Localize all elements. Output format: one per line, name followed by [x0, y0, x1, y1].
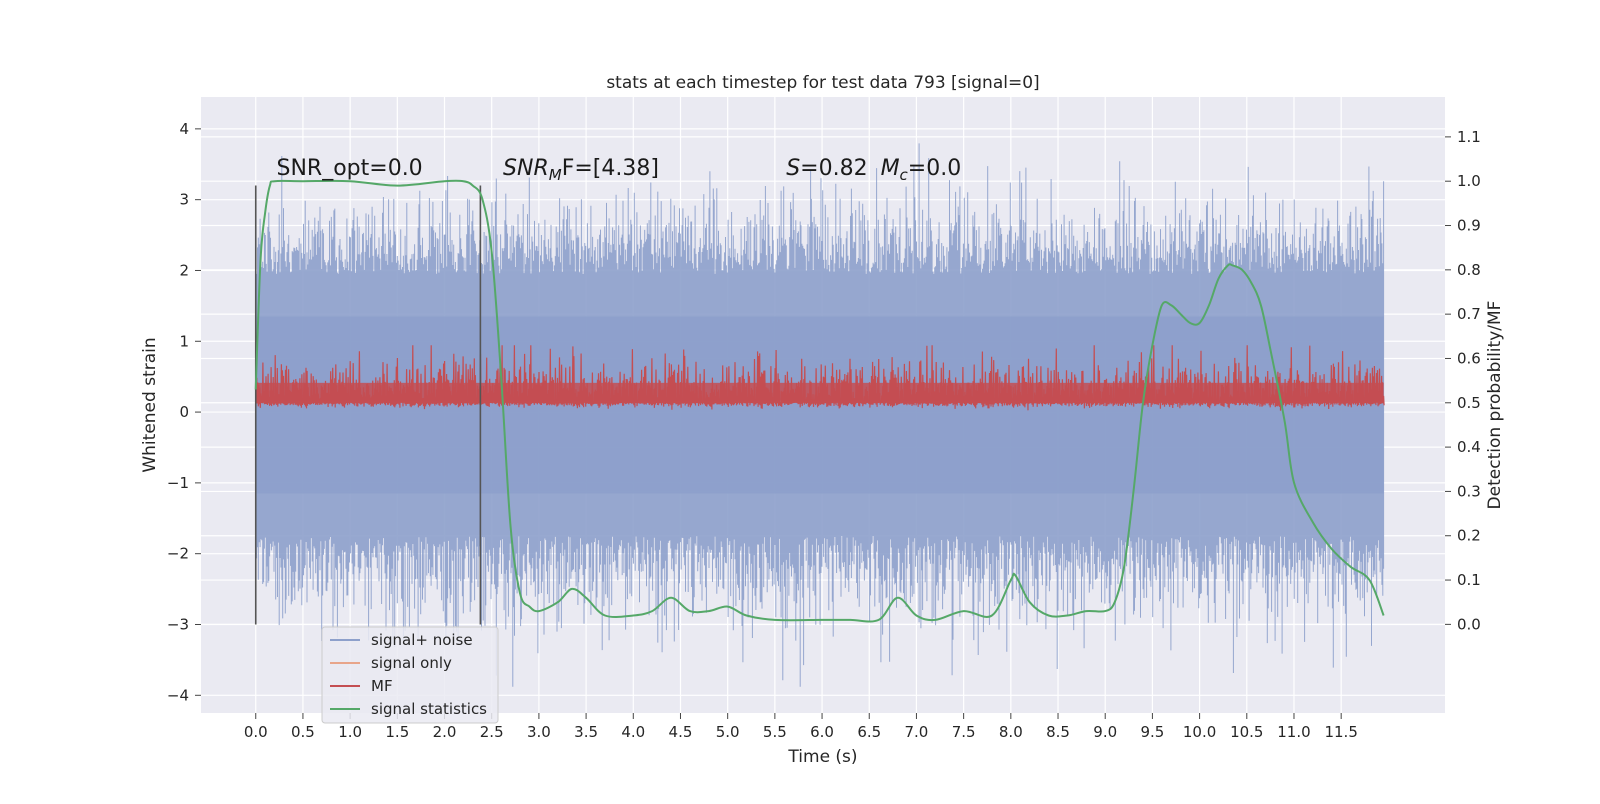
- legend-label-signal-noise: signal+ noise: [371, 631, 473, 649]
- x-tick-label: 0.0: [244, 723, 268, 741]
- x-tick-label: 2.5: [480, 723, 504, 741]
- y-right-tick-label: 0.2: [1457, 527, 1481, 545]
- x-tick-label: 7.5: [952, 723, 976, 741]
- legend-box: [321, 626, 499, 724]
- y-right-tick-label: 0.7: [1457, 305, 1481, 323]
- annotation-mc: Mc=0.0: [881, 156, 962, 184]
- annotation-layer: SNR_opt=0.0 SNRMF=[4.38] S=0.82 Mc=0.0: [277, 156, 962, 184]
- y-right-axis-label: Detection probability/MF: [1485, 301, 1505, 510]
- x-tick-label: 8.5: [1046, 723, 1070, 741]
- x-tick-label: 4.5: [669, 723, 693, 741]
- legend-label-signal-statistics: signal statistics: [371, 700, 487, 718]
- legend: signal+ noise signal only MF signal stat…: [321, 626, 499, 724]
- axis-layer: 0.0 0.5 1.0 1.5 2.0 2.5 3.0 3.5 4.0 4.5 5.0 5.5 6.0 6…: [167, 120, 1481, 741]
- x-tick-label: 3.5: [574, 723, 598, 741]
- annotation-snr-mf: SNRMF=[4.38]: [503, 156, 659, 184]
- y-tick-label: −4: [167, 686, 189, 704]
- y-right-tick-label: 0.5: [1457, 394, 1481, 412]
- y-tick-label: −2: [167, 545, 189, 563]
- y-tick-label: 4: [179, 120, 189, 138]
- annotation-s: S=0.82: [786, 156, 867, 181]
- x-tick-label: 9.0: [1093, 723, 1117, 741]
- y-right-tick-label: 0.9: [1457, 217, 1481, 235]
- x-tick-label: 6.5: [857, 723, 881, 741]
- y-tick-label: 3: [179, 191, 189, 209]
- x-tick-label: 5.5: [763, 723, 787, 741]
- series-mf-core: [255, 382, 1384, 401]
- legend-label-signal-only: signal only: [371, 654, 452, 672]
- chart-title: stats at each timestep for test data 793…: [606, 73, 1039, 93]
- x-tick-label: 0.5: [291, 723, 315, 741]
- x-tick-label: 1.0: [338, 723, 362, 741]
- y-right-tick-label: 0.3: [1457, 482, 1481, 500]
- x-tick-label: 6.0: [810, 723, 834, 741]
- series-signal-statistics: [254, 179, 1385, 623]
- y-right-tick-label: 0.1: [1457, 571, 1481, 589]
- x-tick-label: 1.5: [385, 723, 409, 741]
- legend-label-mf: MF: [371, 677, 393, 695]
- y-tick-label: −3: [167, 615, 189, 633]
- x-tick-label: 9.5: [1140, 723, 1164, 741]
- y-right-tick-label: 0.8: [1457, 261, 1481, 279]
- x-axis-label: Time (s): [787, 747, 857, 767]
- y-right-tick-label: 1.1: [1457, 128, 1481, 146]
- x-tick-label: 5.0: [716, 723, 740, 741]
- x-tick-label: 3.0: [527, 723, 551, 741]
- y-right-tick-label: 0.6: [1457, 349, 1481, 367]
- y-axis-label: Whitened strain: [140, 337, 160, 472]
- y-tick-label: 0: [179, 403, 189, 421]
- x-tick-label: 11.5: [1324, 723, 1357, 741]
- x-tick-label: 10.5: [1230, 723, 1263, 741]
- x-tick-label: 11.0: [1277, 723, 1310, 741]
- annotation-snr-opt: SNR_opt=0.0: [277, 156, 423, 181]
- data-layer: [254, 143, 1385, 687]
- y-tick-label: −1: [167, 474, 189, 492]
- y-right-tick-label: 0.4: [1457, 438, 1481, 456]
- x-tick-label: 2.0: [433, 723, 457, 741]
- y-tick-label: 2: [179, 261, 189, 279]
- x-tick-label: 10.0: [1183, 723, 1216, 741]
- y-right-tick-label: 1.0: [1457, 172, 1481, 190]
- x-tick-label: 7.0: [905, 723, 929, 741]
- x-tick-label: 8.0: [999, 723, 1023, 741]
- x-tick-label: 4.0: [621, 723, 645, 741]
- y-right-tick-label: 0.0: [1457, 615, 1481, 633]
- y-tick-label: 1: [179, 332, 189, 350]
